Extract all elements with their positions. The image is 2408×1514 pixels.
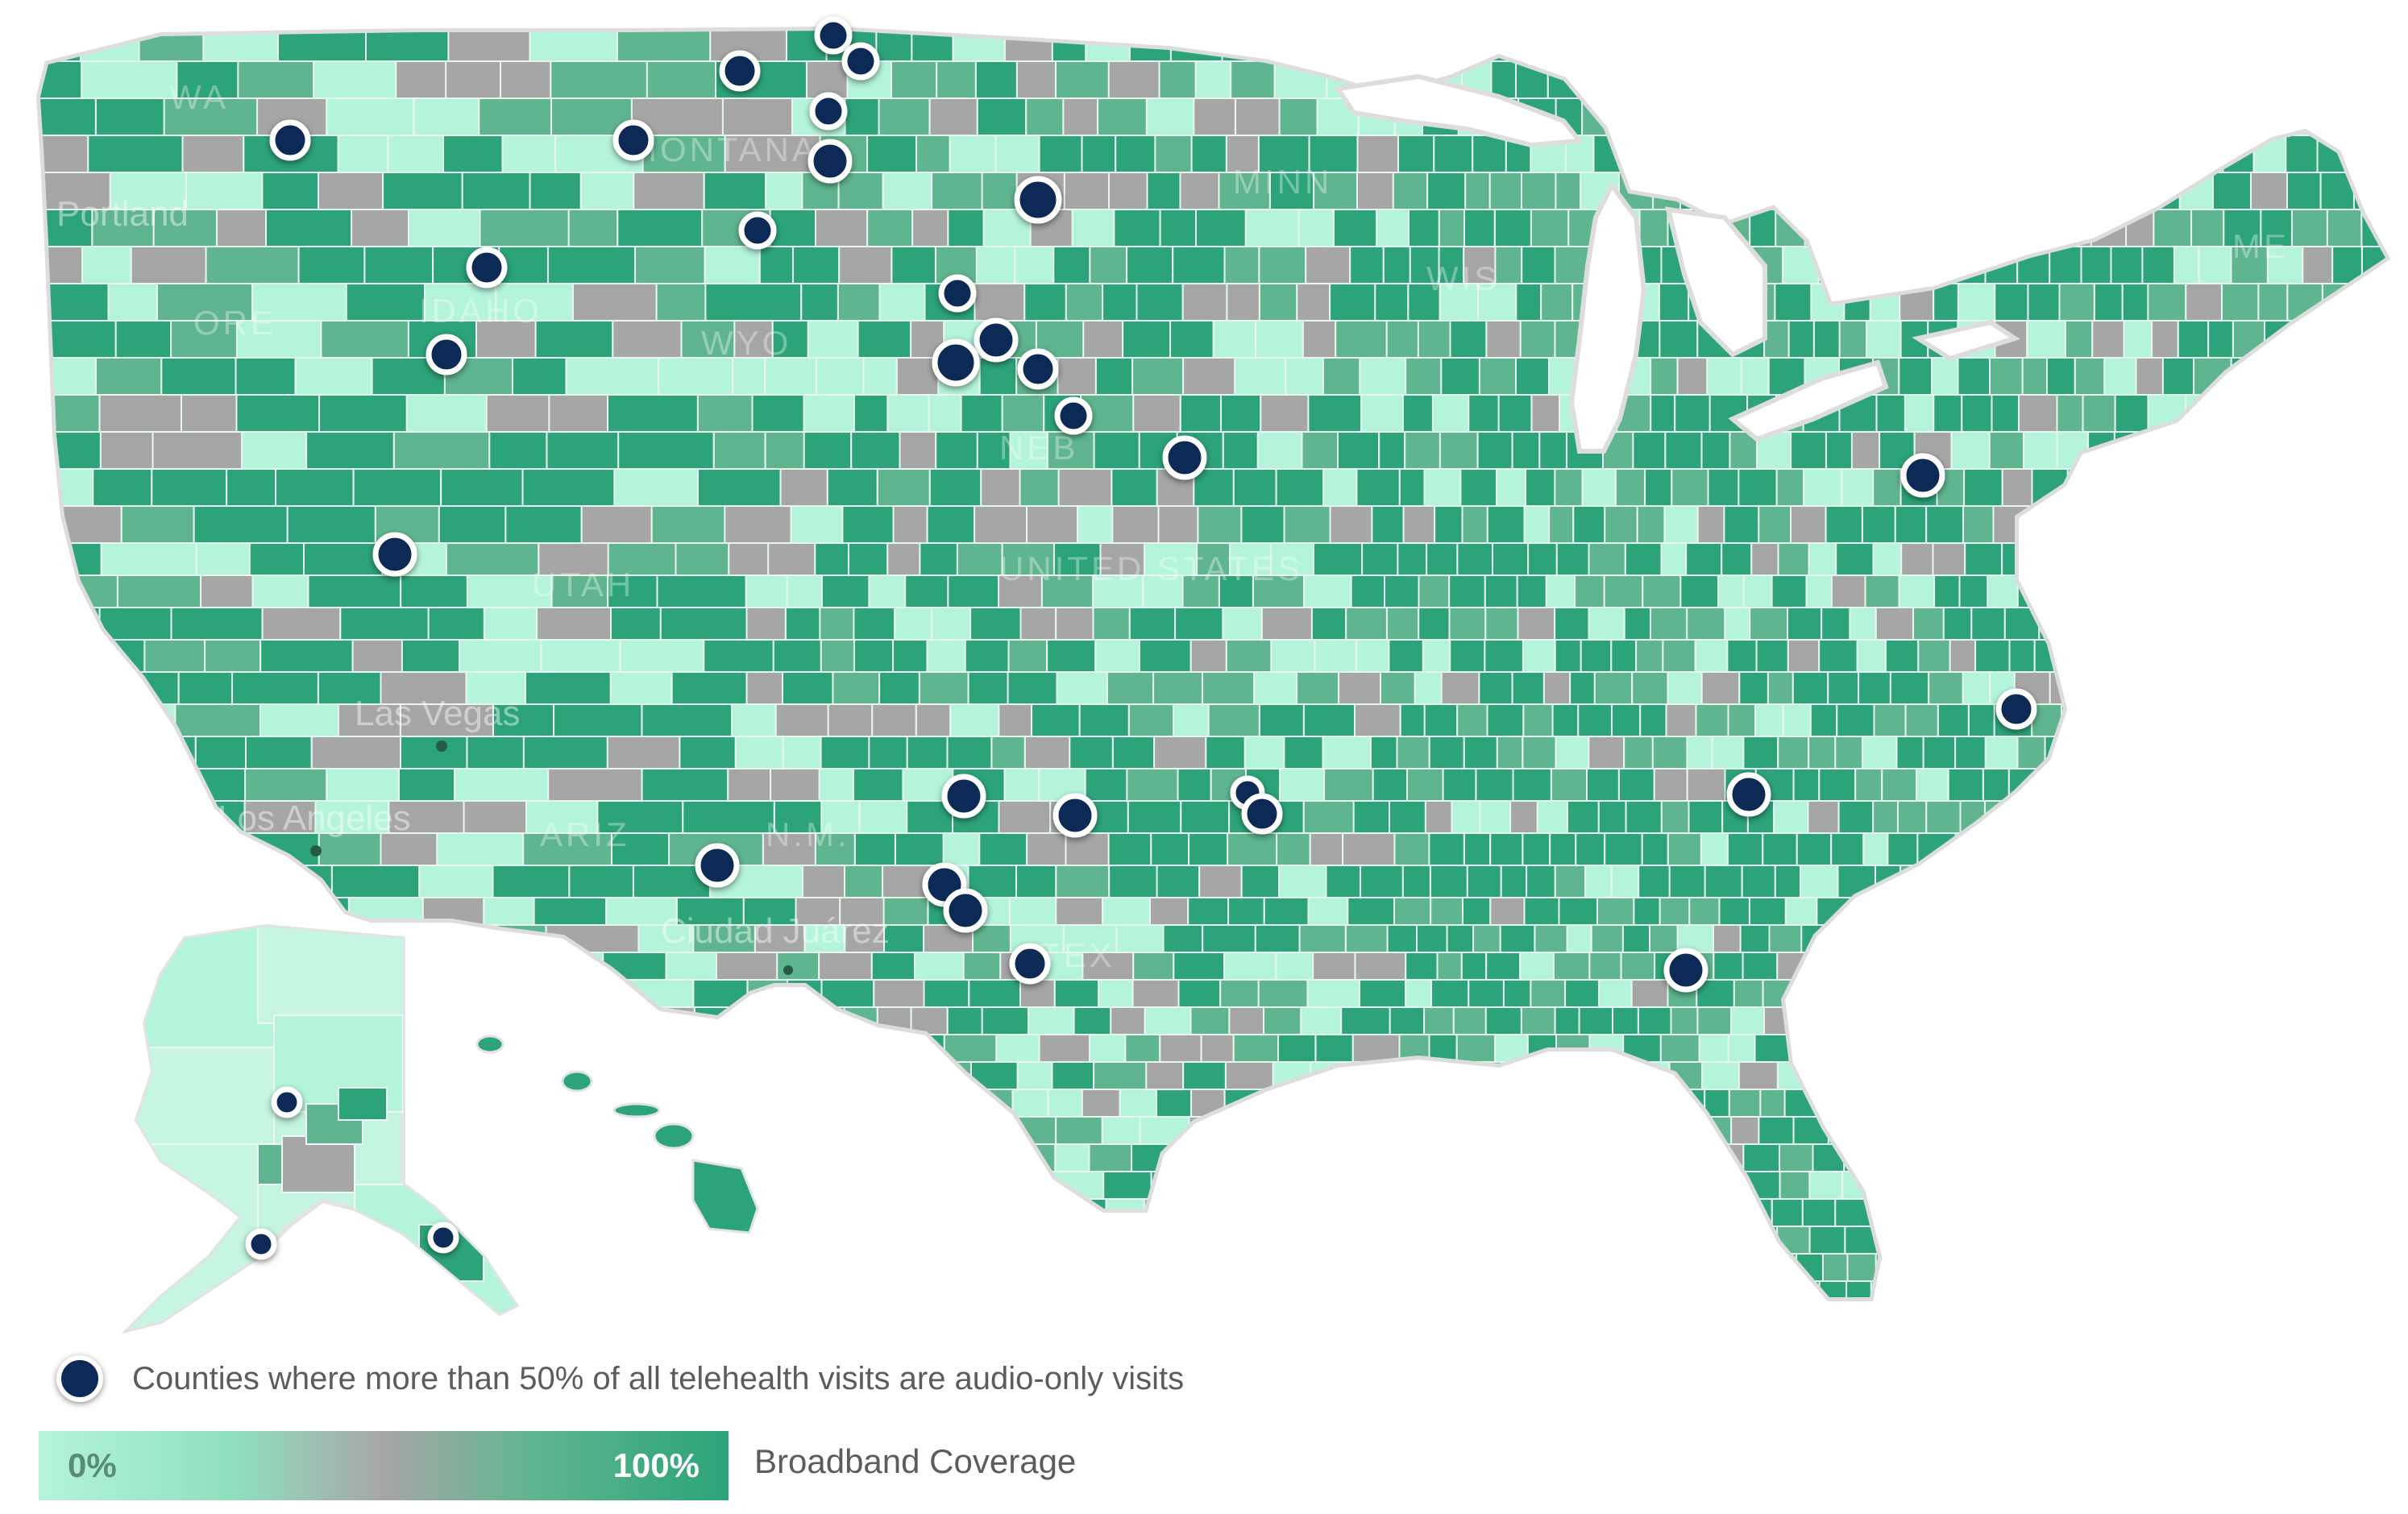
great-lakes xyxy=(1333,73,2020,454)
marker-legend: Counties where more than 50% of all tele… xyxy=(56,1350,1184,1407)
hawaii xyxy=(475,1035,759,1234)
alaska-county-fill xyxy=(129,927,516,1329)
audio-only-county-marker xyxy=(271,1086,303,1118)
marker-legend-label: Counties where more than 50% of all tele… xyxy=(132,1360,1185,1396)
svg-text:TEX: TEX xyxy=(1040,936,1115,974)
audio-only-county-marker xyxy=(1014,176,1062,224)
city-dot-ciudad-juarez xyxy=(783,965,793,975)
svg-text:MINN: MINN xyxy=(1233,163,1332,201)
scale-min-label: 0% xyxy=(68,1446,117,1484)
hawaii-molokai xyxy=(612,1102,661,1118)
lake-ontario xyxy=(1912,319,2020,362)
hawaii-oahu xyxy=(561,1070,593,1093)
audio-only-county-marker xyxy=(1052,793,1098,838)
audio-only-county-marker xyxy=(974,317,1019,363)
svg-text:WIS: WIS xyxy=(1426,259,1500,297)
svg-text:ORE: ORE xyxy=(193,304,276,342)
audio-only-county-marker xyxy=(1054,396,1093,435)
audio-only-county-marker xyxy=(809,92,848,131)
audio-only-county-marker xyxy=(466,247,508,288)
audio-only-county-marker xyxy=(269,119,311,161)
svg-text:ME: ME xyxy=(2232,227,2290,265)
audio-only-county-marker xyxy=(941,774,986,819)
audio-only-county-marker xyxy=(943,888,988,933)
audio-only-county-marker xyxy=(1900,453,1945,498)
audio-only-county-marker xyxy=(372,532,417,577)
audio-only-county-marker xyxy=(841,42,880,81)
svg-text:N.M.: N.M. xyxy=(766,815,850,853)
svg-text:MONTANA: MONTANA xyxy=(629,131,818,168)
city-label-portland: Portland xyxy=(56,194,189,234)
audio-only-county-marker xyxy=(1162,435,1207,480)
audio-only-county-marker xyxy=(1726,772,1771,817)
audio-only-county-marker xyxy=(932,338,980,387)
svg-text:WYO: WYO xyxy=(701,324,791,362)
city-label-ciudad-juarez: Ciudad Juárez xyxy=(661,911,890,951)
broadband-coverage-scale: 0% 100% xyxy=(39,1431,729,1500)
audio-only-marker-layer xyxy=(245,16,2037,1260)
hawaii-maui xyxy=(653,1122,695,1150)
marker-legend-dot xyxy=(56,1355,103,1402)
lake-superior xyxy=(1333,73,1584,148)
audio-only-county-marker xyxy=(427,1222,459,1254)
audio-only-county-marker xyxy=(738,211,777,250)
city-label-las-vegas: Las Vegas xyxy=(355,694,521,733)
audio-only-county-marker xyxy=(1995,688,2037,730)
audio-only-county-marker xyxy=(1663,948,1708,993)
audio-only-county-marker xyxy=(719,50,761,92)
svg-text:UNITED STATES: UNITED STATES xyxy=(999,550,1303,587)
lake-huron xyxy=(1665,206,1767,358)
city-dots xyxy=(310,740,793,975)
audio-only-county-marker xyxy=(1241,793,1283,835)
svg-text:ARIZ: ARIZ xyxy=(540,815,630,853)
scale-max-label: 100% xyxy=(612,1446,700,1484)
svg-text:UTAH: UTAH xyxy=(532,566,634,604)
audio-only-county-marker xyxy=(1009,943,1051,985)
lake-michigan xyxy=(1568,180,1647,454)
audio-only-county-marker xyxy=(814,16,853,55)
hawaii-kauai xyxy=(475,1035,504,1054)
audio-only-county-marker xyxy=(695,843,740,888)
city-dot-las-vegas xyxy=(436,740,447,752)
audio-only-county-marker xyxy=(426,334,467,375)
audio-only-county-marker xyxy=(1017,348,1059,390)
hawaii-big-island xyxy=(691,1159,759,1234)
audio-only-county-marker xyxy=(245,1228,277,1260)
svg-text:IDAHO: IDAHO xyxy=(419,292,542,330)
city-labels: Portland Las Vegas Los Angeles Ciudad Ju… xyxy=(56,194,890,951)
city-dot-los-angeles xyxy=(310,845,322,857)
scale-title: Broadband Coverage xyxy=(754,1442,1077,1480)
lake-erie xyxy=(1728,359,1889,442)
svg-text:NEB: NEB xyxy=(999,429,1078,467)
svg-text:WA: WA xyxy=(169,78,229,116)
city-label-los-angeles: Los Angeles xyxy=(218,798,411,838)
audio-only-county-marker xyxy=(938,274,977,313)
state-labels: WA MONTANA ORE IDAHO WYO NEB UTAH UNITED… xyxy=(169,78,2290,974)
audio-only-county-marker xyxy=(612,119,654,161)
audio-only-county-marker xyxy=(808,139,853,184)
